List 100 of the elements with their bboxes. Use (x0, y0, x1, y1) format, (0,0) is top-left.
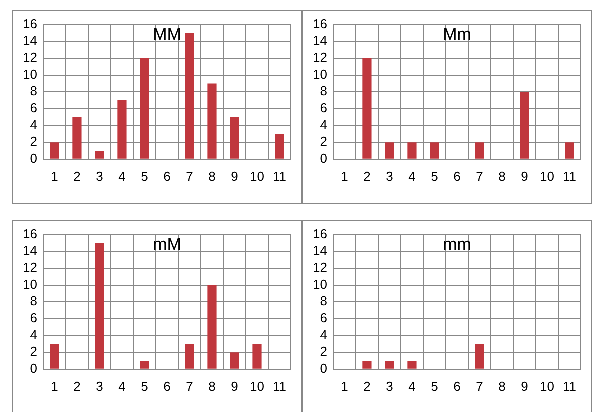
bar (50, 142, 60, 159)
y-tick-label: 4 (30, 117, 38, 132)
bar (185, 33, 194, 159)
y-tick-label: 16 (22, 226, 38, 242)
x-tick-label: 4 (118, 168, 126, 184)
y-tick-label: 10 (312, 66, 328, 82)
y-tick-label: 16 (312, 226, 328, 242)
x-tick-label: 8 (208, 378, 216, 394)
y-tick-label: 16 (22, 16, 38, 32)
bar (385, 142, 394, 159)
bar (565, 142, 574, 159)
y-tick-label: 14 (22, 33, 38, 48)
y-tick-label: 0 (320, 360, 328, 376)
x-tick-label: 5 (141, 168, 148, 184)
x-tick-label: 4 (118, 378, 126, 394)
y-tick-label: 6 (30, 310, 38, 326)
bar (230, 117, 240, 159)
x-tick-label: 6 (454, 378, 461, 394)
bar (252, 344, 262, 369)
bar (118, 100, 127, 159)
x-tick-label: 5 (431, 378, 438, 394)
x-tick-label: 7 (186, 378, 194, 394)
bar (72, 117, 82, 159)
x-tick-label: 4 (408, 378, 416, 394)
y-tick-label: 12 (312, 50, 328, 66)
y-tick-label: 0 (30, 150, 38, 166)
x-tick-label: 1 (341, 378, 348, 394)
bar (208, 84, 217, 159)
y-tick-label: 4 (30, 327, 38, 342)
bar (430, 142, 440, 159)
x-tick-label: 9 (521, 378, 528, 394)
bar (362, 58, 372, 159)
x-tick-label: 4 (408, 168, 416, 184)
chart-title: Mm (443, 24, 472, 44)
y-tick-label: 0 (30, 360, 38, 376)
x-tick-label: 11 (563, 378, 576, 394)
bar (275, 134, 284, 159)
chart-title: MM (153, 24, 182, 44)
chart-title: mM (153, 234, 182, 254)
x-tick-label: 8 (208, 168, 216, 184)
x-tick-label: 3 (386, 378, 394, 394)
x-tick-label: 5 (431, 168, 438, 184)
y-tick-label: 10 (312, 276, 328, 292)
y-tick-label: 4 (320, 117, 328, 132)
x-tick-label: 3 (96, 168, 104, 184)
x-tick-label: 3 (386, 168, 394, 184)
y-tick-label: 12 (22, 260, 38, 276)
y-tick-label: 6 (320, 310, 328, 326)
x-tick-label: 7 (476, 168, 484, 184)
x-tick-label: 11 (273, 168, 286, 184)
x-tick-label: 10 (540, 168, 554, 184)
bar (230, 352, 240, 369)
bar (50, 344, 60, 369)
x-tick-label: 2 (364, 378, 371, 394)
bar (140, 58, 150, 159)
y-tick-label: 4 (320, 327, 328, 342)
bar (95, 243, 104, 369)
x-tick-label: 8 (498, 378, 506, 394)
x-tick-label: 2 (74, 378, 81, 394)
bar (408, 142, 417, 159)
x-tick-label: 2 (364, 168, 371, 184)
x-tick-label: 9 (231, 378, 238, 394)
bar (185, 344, 194, 369)
y-tick-label: 2 (320, 134, 328, 150)
x-tick-label: 1 (51, 378, 58, 394)
x-tick-label: 1 (341, 168, 348, 184)
x-tick-label: 6 (164, 168, 171, 184)
y-tick-label: 8 (320, 294, 328, 309)
x-tick-label: 3 (96, 378, 104, 394)
y-tick-label: 8 (30, 84, 38, 99)
y-tick-label: 6 (30, 100, 38, 116)
x-tick-label: 11 (273, 378, 286, 394)
x-tick-label: 10 (250, 168, 264, 184)
bar (475, 142, 484, 159)
x-tick-label: 7 (476, 378, 484, 394)
chart-title: mm (443, 234, 472, 254)
x-tick-label: 10 (540, 378, 554, 394)
x-tick-label: 9 (521, 168, 528, 184)
y-tick-label: 8 (320, 84, 328, 99)
x-tick-label: 7 (186, 168, 194, 184)
y-tick-label: 0 (320, 150, 328, 166)
bar (95, 150, 104, 159)
y-tick-label: 12 (22, 50, 38, 66)
x-tick-label: 11 (563, 168, 576, 184)
x-tick-label: 6 (454, 168, 461, 184)
x-tick-label: 8 (498, 168, 506, 184)
x-tick-label: 9 (231, 168, 238, 184)
y-tick-label: 14 (312, 243, 328, 258)
y-tick-label: 2 (30, 134, 38, 150)
y-tick-label: 2 (320, 344, 328, 360)
y-tick-label: 14 (22, 243, 38, 258)
y-tick-label: 8 (30, 294, 38, 309)
x-tick-label: 2 (74, 168, 81, 184)
y-tick-label: 12 (312, 260, 328, 276)
x-tick-label: 6 (164, 378, 171, 394)
x-tick-label: 1 (51, 168, 58, 184)
bar (140, 360, 150, 369)
bar (208, 285, 217, 369)
x-tick-label: 10 (250, 378, 264, 394)
y-tick-label: 16 (312, 16, 328, 32)
